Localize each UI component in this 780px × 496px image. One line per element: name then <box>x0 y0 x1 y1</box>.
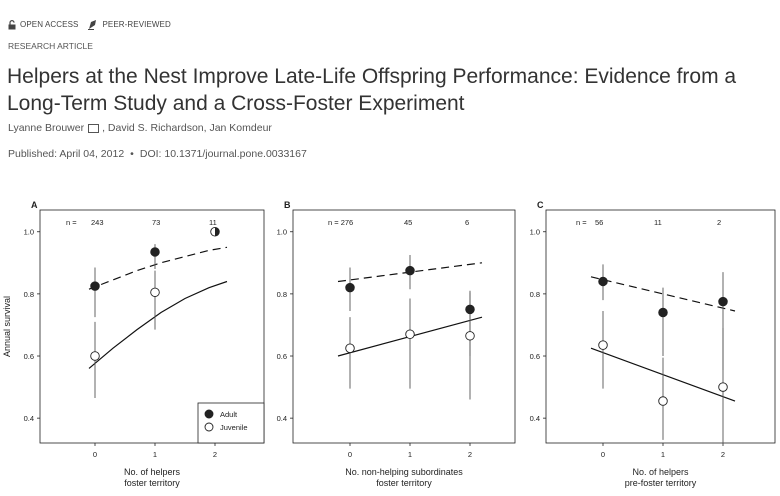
x-tick-label: 0 <box>601 450 605 459</box>
article-type-label: RESEARCH ARTICLE <box>8 41 93 51</box>
x-axis-label: foster territory <box>124 478 180 488</box>
open-access-badge[interactable]: OPEN ACCESS <box>8 19 79 30</box>
x-axis-label: No. of helpers <box>632 467 689 477</box>
y-tick-label: 0.6 <box>530 352 540 361</box>
juvenile-data-point <box>345 343 355 353</box>
sample-size-label: 6 <box>465 218 469 227</box>
publication-meta: Published: April 04, 2012 • DOI: 10.1371… <box>8 148 307 160</box>
sample-size-label: 2 <box>717 218 721 227</box>
open-access-label: OPEN ACCESS <box>20 20 79 29</box>
sample-size-label: 243 <box>91 218 104 227</box>
y-axis-label: Annual survival <box>2 296 12 357</box>
article-title: Helpers at the Nest Improve Late-Life Of… <box>7 65 737 115</box>
x-tick-label: 0 <box>93 450 97 459</box>
doi-link[interactable]: DOI: 10.1371/journal.pone.0033167 <box>139 148 307 160</box>
x-tick-label: 1 <box>661 450 665 459</box>
y-tick-label: 1.0 <box>24 228 34 237</box>
sample-size-label: 11 <box>209 218 217 227</box>
juvenile-data-point <box>465 331 475 341</box>
adult-data-point <box>598 276 608 287</box>
chart-panel-C <box>543 209 776 446</box>
x-axis-label: No. of helpers <box>124 467 181 477</box>
y-tick-label: 0.8 <box>530 290 540 299</box>
chart-panel-B <box>290 209 516 446</box>
access-badges: OPEN ACCESS PEER-REVIEWED <box>8 19 171 30</box>
juvenile-data-point <box>90 351 100 361</box>
peer-reviewed-badge[interactable]: PEER-REVIEWED <box>88 19 171 30</box>
juvenile-data-point <box>405 329 415 340</box>
overlap-data-point-fill <box>215 227 220 237</box>
panel-label: A <box>31 200 38 210</box>
x-axis-label: foster territory <box>376 478 432 488</box>
adult-data-point <box>405 265 415 276</box>
sample-size-label: n = <box>576 218 587 227</box>
author-name[interactable]: Lyanne Brouwer <box>8 122 85 134</box>
peer-reviewed-label: PEER-REVIEWED <box>102 20 171 29</box>
sample-size-label: 45 <box>404 218 412 227</box>
x-tick-label: 2 <box>468 450 472 459</box>
legend-label: Adult <box>220 410 238 419</box>
sample-size-label: n = <box>66 218 77 227</box>
sample-size-label: 11 <box>654 218 662 227</box>
x-tick-label: 1 <box>408 450 412 459</box>
y-tick-label: 0.4 <box>24 414 34 423</box>
juvenile-data-point <box>718 382 728 392</box>
author-names-rest[interactable]: , David S. Richardson, Jan Komdeur <box>102 122 272 134</box>
panel-label: C <box>537 200 544 210</box>
plot-frame <box>39 209 265 444</box>
unlock-icon <box>8 19 16 29</box>
sample-size-label: 73 <box>152 218 160 227</box>
chart-panel-A <box>37 209 265 446</box>
plot-frame <box>545 209 776 444</box>
published-date: Published: April 04, 2012 <box>8 148 125 160</box>
juvenile-data-point <box>598 340 608 350</box>
legend-marker <box>204 422 214 432</box>
adult-data-point <box>658 307 668 318</box>
separator-dot: • <box>130 148 134 160</box>
x-tick-label: 2 <box>721 450 725 459</box>
x-axis-label: No. non-helping subordinates <box>345 467 463 477</box>
peer-reviewed-icon <box>88 20 97 30</box>
legend-marker <box>204 409 214 419</box>
juvenile-data-point <box>150 287 160 298</box>
plot-frame <box>292 209 516 444</box>
adult-data-point <box>150 247 160 257</box>
x-tick-label: 1 <box>153 450 157 459</box>
y-tick-label: 0.4 <box>277 414 287 423</box>
adult-data-point <box>465 304 475 315</box>
adult-data-point <box>345 282 355 293</box>
y-tick-label: 0.6 <box>277 352 287 361</box>
adult-data-point <box>718 296 728 307</box>
juvenile-fit-line <box>88 280 228 369</box>
x-tick-label: 2 <box>213 450 217 459</box>
adult-fit-line <box>590 276 736 312</box>
author-list: Lyanne Brouwer , David S. Richardson, Ja… <box>8 122 272 134</box>
y-tick-label: 1.0 <box>530 228 540 237</box>
y-tick-label: 0.8 <box>24 290 34 299</box>
x-axis-label: pre-foster territory <box>625 478 697 488</box>
x-tick-label: 0 <box>348 450 352 459</box>
y-tick-label: 1.0 <box>277 228 287 237</box>
juvenile-data-point <box>658 396 668 406</box>
y-tick-label: 0.4 <box>530 414 540 423</box>
legend-label: Juvenile <box>220 423 248 432</box>
y-tick-label: 0.8 <box>277 290 287 299</box>
email-icon[interactable] <box>88 123 100 133</box>
sample-size-label: n = 276 <box>328 218 353 227</box>
adult-data-point <box>90 281 100 291</box>
sample-size-label: 56 <box>595 218 603 227</box>
panel-label: B <box>284 200 291 210</box>
y-tick-label: 0.6 <box>24 352 34 361</box>
